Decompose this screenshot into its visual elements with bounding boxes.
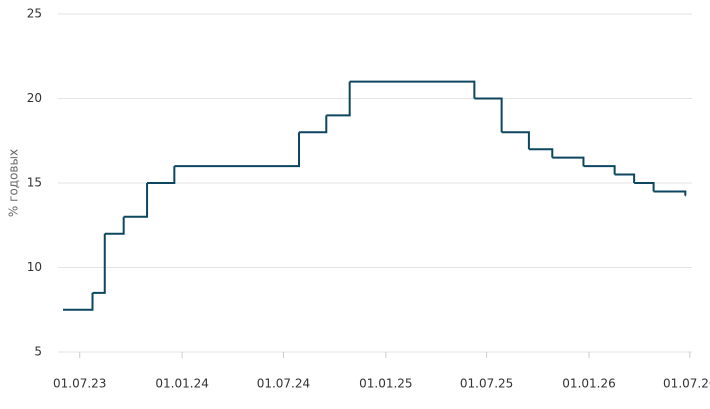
line-step [528,148,554,158]
line-step [147,166,176,184]
line-step [63,292,94,311]
y-tick-label: 25 [27,7,42,21]
line-step [92,233,106,294]
line-step [174,132,301,168]
x-tick-label: 01.07.24 [257,377,310,391]
y-tick-label: 20 [27,91,42,105]
line-step [349,80,476,99]
line-step [501,131,530,150]
y-tick-label: 5 [34,345,42,359]
line-step [104,216,125,235]
y-tick-label: 15 [27,176,42,190]
line-step [326,81,351,117]
line-step [614,173,636,183]
line-step [634,182,655,192]
x-tick-label: 01.01.25 [359,377,412,391]
line-step [653,190,687,196]
line-step [299,115,328,134]
line-step [123,183,149,218]
x-tick-label: 01.07.25 [460,377,513,391]
y-tick-label: 10 [27,260,42,274]
line-step [474,97,503,133]
x-tick-label: 01.01.24 [155,377,208,391]
line-step [583,165,616,175]
x-tick-label: 01.07.26 [663,377,710,391]
y-axis-title: % годовых [7,149,21,217]
line-step [552,156,585,167]
x-tick-label: 01.07.23 [53,377,106,391]
x-tick-label: 01.01.26 [562,377,615,391]
